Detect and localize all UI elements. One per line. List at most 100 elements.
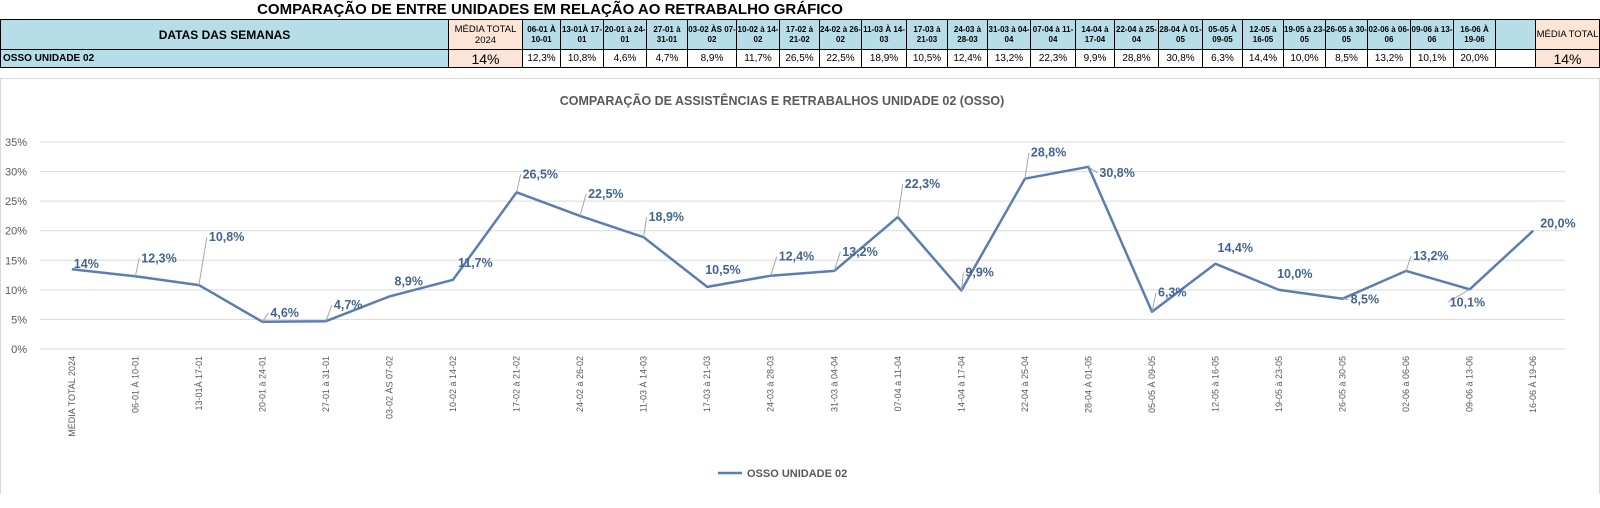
data-label: 18,9% — [649, 210, 684, 224]
x-tick-label: 24-03 à 28-03 — [766, 356, 776, 412]
week-header-cell: 10-02 à 14-02 — [736, 19, 780, 50]
x-tick-label: 19-05 à 23-05 — [1274, 356, 1284, 412]
label-leader-line — [1342, 298, 1349, 301]
data-label: 6,3% — [1158, 286, 1187, 300]
chart-title: COMPARAÇÃO DE ASSISTÊNCIAS E RETRABALHOS… — [560, 93, 1004, 108]
week-header-cell: 14-04 à 17-04 — [1075, 19, 1115, 50]
y-tick-label: 15% — [5, 255, 27, 267]
week-value-cell: 28,8% — [1114, 49, 1159, 68]
x-tick-label: 17-03 à 21-03 — [702, 356, 712, 412]
x-tick-label: 24-02 à 26-02 — [575, 356, 585, 412]
week-value-cell: 20,0% — [1453, 49, 1496, 68]
label-leader-line — [1024, 152, 1030, 179]
x-axis-ticks: MÉDIA TOTAL 2024 06-01 À 10-01 13-01À 17-0… — [67, 356, 1538, 437]
week-header-cell: 16-06 À 19-06 — [1453, 19, 1496, 50]
week-header-cell: 11-03 À 14-03 — [861, 19, 907, 50]
y-tick-label: 30% — [5, 167, 27, 179]
week-header-cell: 13-01À 17-01 — [560, 19, 604, 50]
y-tick-label: 25% — [5, 196, 27, 208]
week-value-cell: 30,8% — [1158, 49, 1203, 68]
week-header-cell: 28-04 À 01-05 — [1158, 19, 1203, 50]
data-label: 14% — [74, 257, 99, 271]
legend-label: OSSO UNIDADE 02 — [747, 468, 847, 480]
x-tick-label: 20-01 à 24-01 — [257, 356, 267, 412]
x-tick-label: 11-03 À 14-03 — [639, 356, 649, 412]
week-value-cell: 8,9% — [687, 49, 737, 68]
x-tick-label: 07-04 à 11-04 — [893, 356, 903, 411]
week-value-cell: 8,5% — [1325, 49, 1368, 68]
week-header-cell: 24-02 à 26-02 — [819, 19, 862, 50]
label-leader-line — [643, 217, 648, 238]
y-tick-label: 5% — [11, 314, 27, 326]
data-label: 9,9% — [965, 265, 994, 279]
data-label: 13,2% — [842, 245, 877, 259]
data-label: 4,6% — [270, 306, 299, 320]
week-value-cell: 4,7% — [646, 49, 688, 68]
gridlines — [40, 141, 1565, 350]
data-label: 12,3% — [141, 251, 176, 265]
row-label-cell: OSSO UNIDADE 02 — [0, 49, 449, 68]
page-title: COMPARAÇÃO DE ENTRE UNIDADES EM RELAÇÃO … — [257, 1, 843, 18]
x-tick-label: 05-05 À 09-05 — [1147, 356, 1157, 413]
weekly-comparison-table: DATAS DAS SEMANAS MÉDIA TOTAL 2024 06-01 À… — [0, 19, 1600, 68]
label-leader-line — [960, 272, 964, 291]
data-labels: 14% 12,3% 10,8% 4,6% 4,7% 8,9% 11,7% 26,5% 22,5%… — [74, 146, 1576, 323]
week-header-cell: 24-03 à 28-03 — [947, 19, 988, 50]
y-tick-label: 10% — [5, 285, 27, 297]
label-leader-line — [1447, 288, 1470, 303]
table-row: OSSO UNIDADE 02 14% 12,3% 10,8% 4,6% 4,7% 8,9%… — [0, 49, 1600, 68]
week-value-cell: 10,1% — [1410, 49, 1454, 68]
x-tick-label: 17-02 à 21-02 — [512, 356, 522, 412]
x-tick-label: 26-05 à 30-05 — [1338, 356, 1348, 412]
week-value-cell: 9,9% — [1075, 49, 1115, 68]
label-leader-line — [261, 312, 269, 323]
week-header-cell: 27-01 à 31-01 — [646, 19, 688, 50]
week-header-cell: 19-05 à 23-05 — [1283, 19, 1326, 50]
x-tick-label: 13-01À 17-01 — [194, 356, 204, 411]
total-header-cell: MÉDIA TOTAL — [1535, 19, 1600, 50]
week-value-cell: 12,4% — [947, 49, 988, 68]
week-value-cell: 10,5% — [906, 49, 948, 68]
data-label: 14,4% — [1218, 241, 1253, 255]
blank-value-cell — [1495, 49, 1536, 68]
table-header-row: DATAS DAS SEMANAS MÉDIA TOTAL 2024 06-01 À… — [0, 19, 1600, 50]
label-leader-line — [897, 184, 904, 218]
data-label: 11,7% — [458, 256, 493, 270]
week-value-cell: 18,9% — [861, 49, 907, 68]
week-value-cell: 11,7% — [736, 49, 780, 68]
data-label: 22,5% — [588, 187, 623, 201]
x-tick-label: 12-05 à 16-05 — [1211, 356, 1221, 412]
week-header-cell: 05-05 À 09-05 — [1202, 19, 1243, 50]
row-total-cell: 14% — [1535, 49, 1600, 68]
week-header-cell: 17-02 à 21-02 — [779, 19, 820, 50]
week-value-cell: 13,2% — [987, 49, 1031, 68]
data-label: 10,5% — [705, 263, 740, 277]
row-header-cell: DATAS DAS SEMANAS — [0, 19, 449, 50]
x-tick-label: 06-01 À 10-01 — [130, 356, 140, 413]
y-tick-label: 35% — [5, 137, 27, 149]
week-header-cell: 20-01 à 24-01 — [603, 19, 647, 50]
x-tick-label: 31-03 à 04-04 — [829, 356, 839, 412]
week-value-cell: 22,5% — [819, 49, 862, 68]
week-value-cell: 10,8% — [560, 49, 604, 68]
x-tick-label: 03-02 ÀS 07-02 — [384, 356, 394, 419]
data-label: 28,8% — [1031, 146, 1066, 160]
week-header-cell: 12-05 à 16-05 — [1242, 19, 1284, 50]
data-label: 8,9% — [395, 274, 424, 288]
label-leader-line — [770, 256, 778, 276]
data-label: 26,5% — [523, 167, 558, 181]
label-leader-line — [325, 305, 333, 322]
week-value-cell: 12,3% — [522, 49, 561, 68]
data-label: 13,2% — [1413, 249, 1448, 263]
week-value-cell: 4,6% — [603, 49, 647, 68]
week-value-cell: 13,2% — [1367, 49, 1411, 68]
label-leader-line — [198, 237, 208, 286]
data-label: 10,0% — [1277, 267, 1312, 281]
avg-header-cell: MÉDIA TOTAL 2024 — [448, 19, 523, 50]
week-header-cell: 17-03 à 21-03 — [906, 19, 948, 50]
x-tick-label: 09-06 à 13-06 — [1465, 356, 1475, 412]
x-tick-label: MÉDIA TOTAL 2024 — [67, 356, 77, 437]
x-tick-label: 10-02 à 14-02 — [448, 356, 458, 412]
week-header-cell: 09-06 à 13-06 — [1410, 19, 1454, 50]
y-tick-label: 20% — [5, 226, 27, 238]
